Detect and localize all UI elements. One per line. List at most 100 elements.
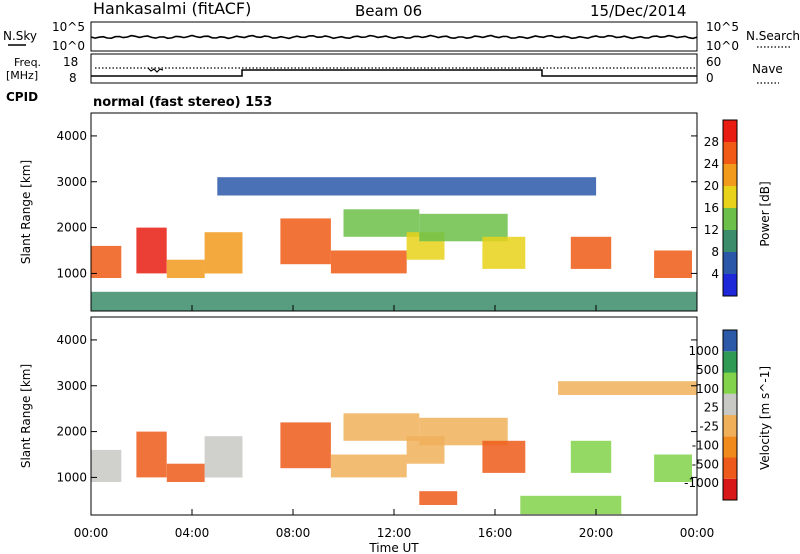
x-tick-label: 20:00 (579, 526, 614, 540)
echo-region (330, 250, 407, 274)
colorbar-tick-label: -500 (692, 457, 719, 471)
nave-tick-bottom: 0 (706, 71, 714, 85)
echo-region (204, 232, 243, 274)
echo-region (570, 440, 612, 473)
colorbar-segment (723, 142, 737, 164)
echo-region (136, 431, 167, 478)
colorbar-frame (722, 119, 738, 297)
power-panel-axes: 1000 2000 3000 4000 Slant Range [km] (19, 129, 697, 280)
x-tick-label: 00:00 (680, 526, 715, 540)
colorbar-segment (723, 164, 737, 186)
echo-region (91, 291, 697, 312)
noise-tick-top: 10^5 (52, 20, 85, 34)
freq-label-line1: Freq. (14, 56, 41, 69)
velocity-panel-axes: 1000 2000 3000 4000 Slant Range [km] (19, 333, 697, 484)
echo-region (570, 236, 612, 269)
x-tick-label: 16:00 (478, 526, 513, 540)
colorbar-tick-label: 4 (711, 267, 719, 281)
colorbar-tick-label: 8 (711, 245, 719, 259)
colorbar-tick-label: 12 (704, 223, 719, 237)
noise-panel-frame (90, 21, 698, 52)
colorbar-segment (723, 351, 737, 373)
echo-region (280, 422, 331, 469)
colorbar-segment (723, 372, 737, 394)
colorbar-segment (723, 457, 737, 479)
echo-region (654, 250, 692, 278)
x-tick-label: 08:00 (276, 526, 311, 540)
y-tick-label: 2000 (56, 425, 87, 439)
nave-tick-top: 60 (706, 55, 721, 69)
colorbar-tick-label: 500 (696, 363, 719, 377)
noise-right-tick-top: 10^5 (706, 20, 739, 34)
x-tick-label: 00:00 (74, 526, 109, 540)
y-tick-label: 1000 (56, 266, 87, 280)
x-tick-label: 12:00 (377, 526, 412, 540)
echo-region (419, 491, 458, 505)
colorbar-tick-label: 28 (704, 135, 719, 149)
colorbar-segment (723, 120, 737, 142)
time-axis: 00:00 04:00 08:00 12:00 16:00 20:00 00:00 (74, 305, 715, 540)
nave-label: Nave (752, 62, 783, 76)
y-tick-label: 2000 (56, 221, 87, 235)
y-tick-label: 3000 (56, 379, 87, 393)
colorbar-segment (723, 436, 737, 458)
freq-label-line2: [MHz] (6, 69, 38, 82)
colorbar-tick-label: -100 (692, 439, 719, 453)
colorbar-tick-label: 25 (704, 401, 719, 415)
echo-region (520, 495, 622, 515)
colorbar-tick-label: 20 (704, 179, 719, 193)
noise-right-tick-bottom: 10^0 (706, 39, 739, 53)
power-colorbar-label: Power [dB] (758, 181, 772, 246)
freq-tick-top: 18 (63, 55, 78, 69)
y-axis-label: Slant Range [km] (19, 160, 33, 264)
x-tick-label: 04:00 (175, 526, 210, 540)
echo-region (482, 440, 526, 473)
y-axis-label: Slant Range [km] (19, 364, 33, 468)
colorbar-tick-label: -1000 (684, 476, 719, 490)
colorbar-segment (723, 393, 737, 416)
echo-region (330, 454, 407, 478)
power-echo-layer (91, 177, 697, 312)
echo-region (204, 436, 243, 478)
date-label: 15/Dec/2014 (590, 2, 686, 20)
cpid-text: normal (fast stereo) 153 (93, 95, 272, 110)
power-colorbar: 4 8 12 16 20 24 28 (704, 119, 738, 297)
velocity-colorbar-label: Velocity [m s^-1] (758, 366, 772, 470)
nave-dip (147, 67, 164, 73)
y-tick-label: 4000 (56, 333, 87, 347)
echo-region (136, 227, 167, 274)
sky-noise-trace (90, 34, 698, 40)
echo-region (419, 213, 508, 242)
colorbar-tick-label: 1000 (688, 344, 719, 358)
echo-region (217, 177, 597, 196)
colorbar-segment (723, 230, 737, 252)
echo-region (419, 417, 508, 446)
echo-region (280, 218, 331, 265)
y-tick-label: 1000 (56, 470, 87, 484)
y-tick-label: 3000 (56, 175, 87, 189)
colorbar-tick-label: -25 (699, 420, 719, 434)
colorbar-segment (723, 208, 737, 230)
cpid-label: CPID (6, 90, 38, 104)
colorbar-tick-label: 24 (704, 157, 719, 171)
colorbar-tick-label: 100 (696, 382, 719, 396)
velocity-echo-layer (91, 381, 697, 515)
colorbar-segment (723, 415, 737, 437)
colorbar-frame (722, 329, 738, 501)
velocity-colorbar: 1000 500 100 25 -25 -100 -500 -1000 (684, 329, 738, 501)
noise-left-label: N.Sky (3, 29, 37, 43)
y-tick-label: 4000 (56, 129, 87, 143)
time-axis-label: Time UT (368, 541, 419, 554)
echo-region (91, 245, 122, 278)
colorbar-tick-label: 16 (704, 201, 719, 215)
noise-right-label: N.Search (746, 29, 800, 43)
station-title: Hankasalmi (fitACF) (93, 0, 251, 18)
echo-region (91, 449, 122, 482)
echo-region (654, 454, 692, 482)
colorbar-segment (723, 186, 737, 208)
noise-tick-bottom: 10^0 (52, 39, 85, 53)
colorbar-segment (723, 330, 737, 352)
beam-label: Beam 06 (355, 2, 422, 20)
echo-region (166, 259, 205, 278)
